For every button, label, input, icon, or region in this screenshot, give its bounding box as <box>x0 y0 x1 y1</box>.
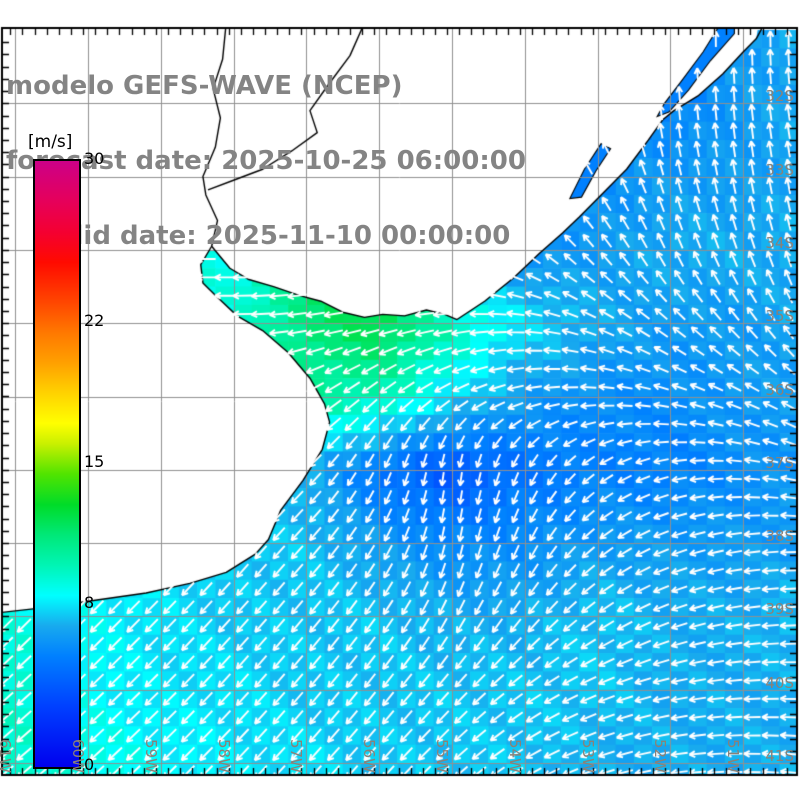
colorbar-tick-label: 0 <box>84 755 95 774</box>
lon-axis-label: 53W <box>578 739 597 773</box>
lon-axis-label: 58W <box>214 739 233 773</box>
page-title: modelo GEFS-WAVE (NCEP) <box>6 71 403 101</box>
lon-axis-label: 59W <box>141 739 160 773</box>
lon-axis-label: 55W <box>432 739 451 773</box>
lon-axis-label: 54W <box>505 739 524 773</box>
lat-axis-label: 37S <box>765 453 794 472</box>
lat-axis-label: 32S <box>765 87 794 106</box>
lat-axis-label: 38S <box>765 527 794 546</box>
lon-axis-label: 57W <box>287 739 306 773</box>
lon-axis-label: 51W <box>724 739 743 773</box>
lon-axis-label: 52W <box>651 739 670 773</box>
colorbar <box>33 159 81 769</box>
lon-axis-label: 56W <box>360 739 379 773</box>
lon-axis-label: 60W <box>68 739 87 773</box>
colorbar-tick-label: 8 <box>84 593 95 613</box>
colorbar-tick-label: 22 <box>84 310 105 330</box>
lat-axis-label: 34S <box>765 233 794 252</box>
lat-axis-label: 41S <box>765 747 794 765</box>
lat-axis-label: 40S <box>765 673 794 692</box>
colorbar-unit-label: [m/s] <box>28 132 73 152</box>
valid-date-line: valid date: 2025-11-10 00:00:00 <box>40 221 511 251</box>
lon-axis-label: 61W <box>0 739 15 773</box>
colorbar-tick-label: 30 <box>84 149 105 168</box>
lat-axis-label: 39S <box>765 600 794 619</box>
lat-axis-label: 35S <box>765 307 794 326</box>
lat-axis-label: 36S <box>765 380 794 399</box>
colorbar-tick-label: 15 <box>84 452 105 471</box>
lat-axis-label: 33S <box>765 160 794 179</box>
